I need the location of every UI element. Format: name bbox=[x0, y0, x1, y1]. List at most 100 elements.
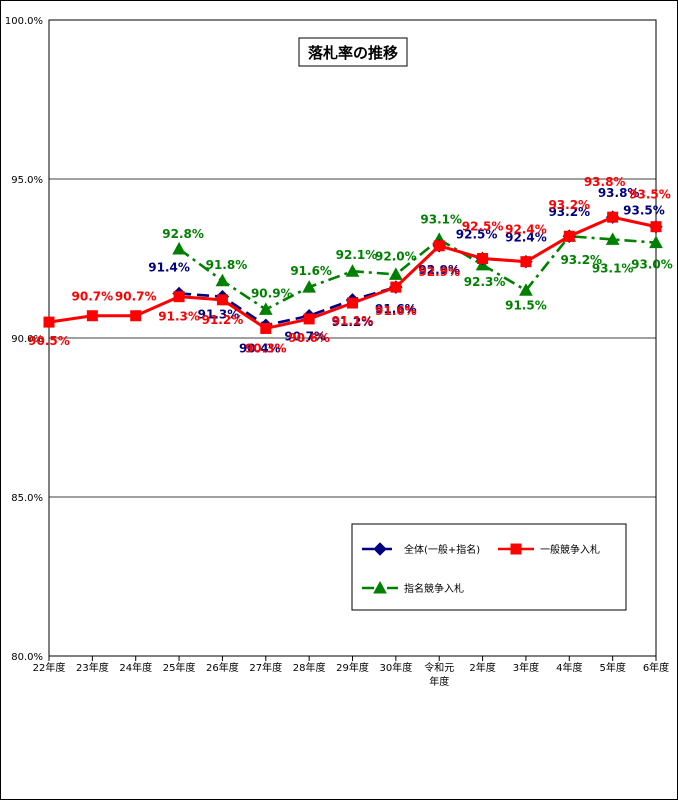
x-tick-label: 令和元年度 bbox=[424, 661, 454, 688]
y-tick-label: 85.0% bbox=[11, 493, 43, 504]
data-label: 92.5% bbox=[462, 220, 504, 234]
y-tick-label: 90.0% bbox=[11, 334, 43, 345]
triangle-marker bbox=[172, 241, 186, 255]
legend-label: 一般競争入札 bbox=[540, 543, 600, 556]
legend-frame bbox=[351, 523, 627, 611]
data-label: 90.4% bbox=[239, 341, 281, 355]
square-marker bbox=[650, 221, 662, 233]
data-label: 92.5% bbox=[456, 228, 498, 242]
data-label: 91.2% bbox=[202, 313, 244, 327]
square-marker bbox=[520, 256, 532, 268]
data-label: 90.6% bbox=[288, 331, 330, 345]
data-label: 93.2% bbox=[548, 205, 590, 219]
x-tick-label: 6年度 bbox=[643, 661, 669, 674]
square-marker bbox=[86, 310, 98, 322]
x-tick-label: 4年度 bbox=[556, 661, 582, 674]
y-tick-label: 100.0% bbox=[5, 16, 43, 27]
chart-title: 落札率の推移 bbox=[308, 44, 398, 62]
data-label: 91.2% bbox=[332, 315, 374, 329]
square-marker bbox=[130, 310, 142, 322]
y-tick-label: 80.0% bbox=[11, 652, 43, 663]
data-label: 90.7% bbox=[115, 290, 157, 304]
data-label: 92.9% bbox=[418, 265, 460, 279]
square-marker bbox=[510, 543, 522, 555]
data-label: 91.6% bbox=[375, 302, 417, 316]
x-tick-label: 26年度 bbox=[206, 661, 239, 674]
data-label: 92.0% bbox=[375, 249, 417, 263]
triangle-marker bbox=[605, 232, 620, 245]
data-labels: 91.4%91.3%90.4%90.7%91.2%91.6%92.9%92.5%… bbox=[28, 175, 673, 355]
data-label: 92.9% bbox=[418, 263, 460, 277]
data-label: 93.2% bbox=[560, 253, 602, 267]
square-marker bbox=[477, 253, 489, 264]
triangle-marker bbox=[373, 580, 387, 594]
data-label: 90.7% bbox=[284, 330, 326, 344]
data-label: 93.2% bbox=[548, 198, 590, 212]
x-tick-label: 28年度 bbox=[293, 661, 326, 674]
x-tick-label: 25年度 bbox=[163, 661, 196, 674]
data-label: 91.5% bbox=[505, 298, 547, 312]
x-tick-label: 27年度 bbox=[249, 661, 282, 674]
data-label: 93.8% bbox=[584, 175, 626, 189]
x-tick-label: 24年度 bbox=[119, 661, 152, 674]
triangle-marker bbox=[519, 283, 533, 296]
legend-label: 指名競争入札 bbox=[404, 582, 464, 595]
x-tick-label: 29年度 bbox=[336, 661, 369, 674]
square-marker bbox=[173, 291, 185, 303]
data-label: 93.1% bbox=[420, 212, 462, 226]
triangle-marker bbox=[345, 264, 360, 277]
square-marker bbox=[433, 240, 445, 252]
square-marker bbox=[216, 294, 228, 306]
triangle-marker bbox=[258, 302, 273, 315]
series-line bbox=[178, 234, 657, 311]
title-frame bbox=[298, 37, 408, 67]
y-tick-label: 95.0% bbox=[11, 175, 43, 186]
data-label: 92.3% bbox=[464, 275, 506, 289]
axes: 80.0% 85.0% 90.0% 95.0% 100.0% 22年度 23年度 24年度 25… bbox=[5, 16, 669, 688]
data-label: 91.6% bbox=[375, 304, 417, 318]
data-label: 92.8% bbox=[162, 227, 204, 241]
x-tick-label: 3年度 bbox=[513, 661, 539, 674]
triangle-marker bbox=[649, 235, 663, 249]
x-tick-label: 2年度 bbox=[469, 661, 495, 674]
series-group bbox=[43, 210, 663, 334]
data-label: 92.1% bbox=[336, 248, 378, 262]
square-marker bbox=[563, 230, 575, 242]
triangle-marker bbox=[389, 267, 403, 280]
data-label: 93.5% bbox=[623, 204, 665, 218]
data-label: 92.4% bbox=[505, 223, 547, 237]
legend-label: 全体(一般+指名) bbox=[404, 543, 480, 556]
legend-entry: 一般競争入札 bbox=[498, 543, 600, 556]
square-marker bbox=[260, 322, 272, 334]
x-tick-label: 23年度 bbox=[76, 661, 109, 674]
square-marker bbox=[303, 313, 315, 325]
data-label: 91.6% bbox=[290, 264, 332, 278]
square-marker bbox=[390, 281, 402, 293]
data-label: 91.3% bbox=[158, 310, 200, 324]
data-label: 93.0% bbox=[631, 258, 673, 272]
data-label: 90.7% bbox=[72, 290, 114, 304]
chart-title-box: 落札率の推移 bbox=[298, 37, 408, 67]
x-tick-label: 5年度 bbox=[599, 661, 625, 674]
data-label: 93.8% bbox=[598, 186, 640, 200]
data-label: 91.4% bbox=[148, 260, 190, 274]
x-tick-label: 30年度 bbox=[379, 661, 412, 674]
data-label: 92.4% bbox=[505, 231, 547, 245]
square-marker bbox=[347, 297, 358, 309]
data-label: 90.5% bbox=[28, 334, 70, 348]
x-tick-label: 22年度 bbox=[33, 661, 66, 674]
data-label: 91.8% bbox=[206, 258, 248, 272]
data-label: 93.1% bbox=[592, 261, 634, 275]
square-marker bbox=[607, 211, 619, 223]
data-label: 90.9% bbox=[251, 286, 293, 300]
data-label: 91.1% bbox=[332, 314, 374, 328]
triangle-marker bbox=[302, 280, 316, 293]
data-label: 90.3% bbox=[245, 341, 287, 355]
series-square bbox=[43, 211, 662, 334]
legend-entry: 指名競争入札 bbox=[362, 580, 464, 595]
